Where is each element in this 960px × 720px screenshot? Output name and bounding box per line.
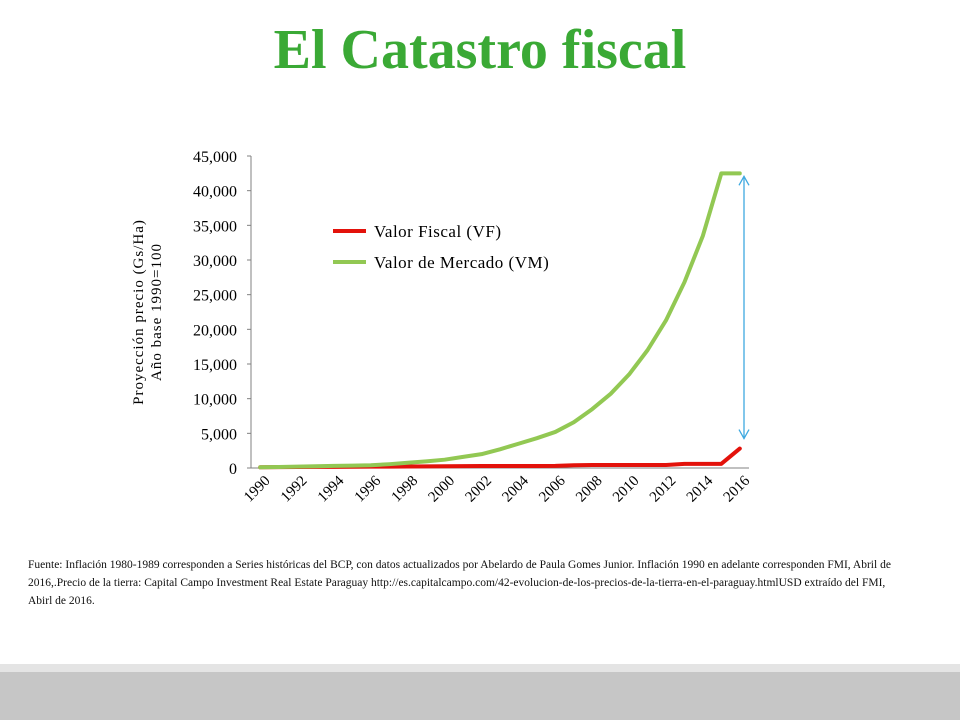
slide-title: El Catastro fiscal bbox=[273, 19, 687, 81]
data-point bbox=[572, 463, 576, 467]
data-point bbox=[627, 463, 631, 467]
x-tick-label: 2012 bbox=[647, 473, 680, 506]
x-tick-label: 1996 bbox=[352, 473, 385, 506]
data-point bbox=[350, 464, 354, 468]
line-chart: 0 5,000 10,000 15,000 20,000 25,000 30,000 35,0… bbox=[131, 149, 754, 506]
x-tick-label: 2010 bbox=[610, 473, 643, 506]
y-axis-title-line2: Año base 1990=100 bbox=[149, 243, 165, 381]
source-note: Fuente: Inflación 1980-1989 corresponden… bbox=[28, 559, 891, 607]
y-tick-label: 5,000 bbox=[201, 426, 237, 443]
data-point bbox=[424, 459, 428, 463]
data-point bbox=[590, 407, 594, 411]
data-point bbox=[609, 392, 613, 396]
data-point bbox=[314, 464, 318, 468]
x-tick-label: 2014 bbox=[684, 473, 717, 506]
data-point bbox=[664, 463, 668, 467]
data-point bbox=[369, 463, 373, 467]
data-point bbox=[258, 465, 262, 469]
x-tick-label: 2002 bbox=[462, 473, 495, 506]
y-tick-label: 15,000 bbox=[193, 357, 237, 374]
data-point bbox=[646, 348, 650, 352]
data-point bbox=[406, 461, 410, 465]
data-point bbox=[553, 464, 557, 468]
data-point bbox=[738, 171, 742, 175]
data-point bbox=[572, 420, 576, 424]
data-point bbox=[498, 464, 502, 468]
data-point bbox=[627, 372, 631, 376]
series-line bbox=[258, 171, 742, 470]
data-point bbox=[332, 464, 336, 468]
footer-band bbox=[0, 672, 960, 720]
data-point bbox=[461, 464, 465, 468]
data-point bbox=[738, 447, 742, 451]
y-tick-label: 30,000 bbox=[193, 253, 237, 270]
y-tick-label: 40,000 bbox=[193, 184, 237, 201]
footer-band-light bbox=[0, 664, 960, 672]
legend-label: Valor de Mercado (VM) bbox=[374, 253, 549, 272]
data-point bbox=[664, 318, 668, 322]
data-point bbox=[701, 462, 705, 466]
data-point bbox=[535, 436, 539, 440]
data-point bbox=[682, 462, 686, 466]
data-point bbox=[480, 464, 484, 468]
data-point bbox=[480, 452, 484, 456]
arrowhead-bottom bbox=[738, 429, 750, 440]
y-tick-label: 25,000 bbox=[193, 288, 237, 305]
data-point bbox=[461, 455, 465, 459]
x-tick-label: 2006 bbox=[536, 473, 569, 506]
x-tick-label: 1990 bbox=[241, 473, 274, 506]
data-point bbox=[443, 458, 447, 462]
data-point bbox=[553, 430, 557, 434]
data-point bbox=[719, 462, 723, 466]
x-tick-label: 1998 bbox=[389, 473, 422, 506]
y-tick-label: 35,000 bbox=[193, 218, 237, 235]
data-point bbox=[424, 464, 428, 468]
x-tick-label: 2016 bbox=[721, 473, 754, 506]
data-point bbox=[277, 465, 281, 469]
data-point bbox=[682, 280, 686, 284]
y-axis-title-line1: Proyección precio (Gs/Ha) bbox=[131, 219, 147, 405]
arrowhead-top bbox=[738, 174, 750, 186]
legend-label: Valor Fiscal (VF) bbox=[374, 222, 501, 241]
data-point bbox=[387, 462, 391, 466]
data-point bbox=[701, 234, 705, 238]
x-tick-label: 2008 bbox=[573, 473, 606, 506]
x-tick-label: 2004 bbox=[499, 473, 532, 506]
data-point bbox=[406, 464, 410, 468]
data-point bbox=[590, 463, 594, 467]
data-point bbox=[443, 464, 447, 468]
data-point bbox=[498, 447, 502, 451]
y-tick-label: 0 bbox=[229, 461, 237, 478]
data-point bbox=[516, 442, 520, 446]
data-point bbox=[535, 464, 539, 468]
data-point bbox=[295, 465, 299, 469]
x-tick-label: 2000 bbox=[426, 473, 459, 506]
data-point bbox=[516, 464, 520, 468]
x-tick-label: 1992 bbox=[278, 473, 311, 506]
y-tick-label: 45,000 bbox=[193, 149, 237, 166]
y-tick-label: 10,000 bbox=[193, 392, 237, 409]
data-point bbox=[646, 463, 650, 467]
data-point bbox=[609, 463, 613, 467]
y-tick-label: 20,000 bbox=[193, 322, 237, 339]
x-tick-label: 1994 bbox=[315, 473, 348, 506]
data-point bbox=[719, 171, 723, 175]
